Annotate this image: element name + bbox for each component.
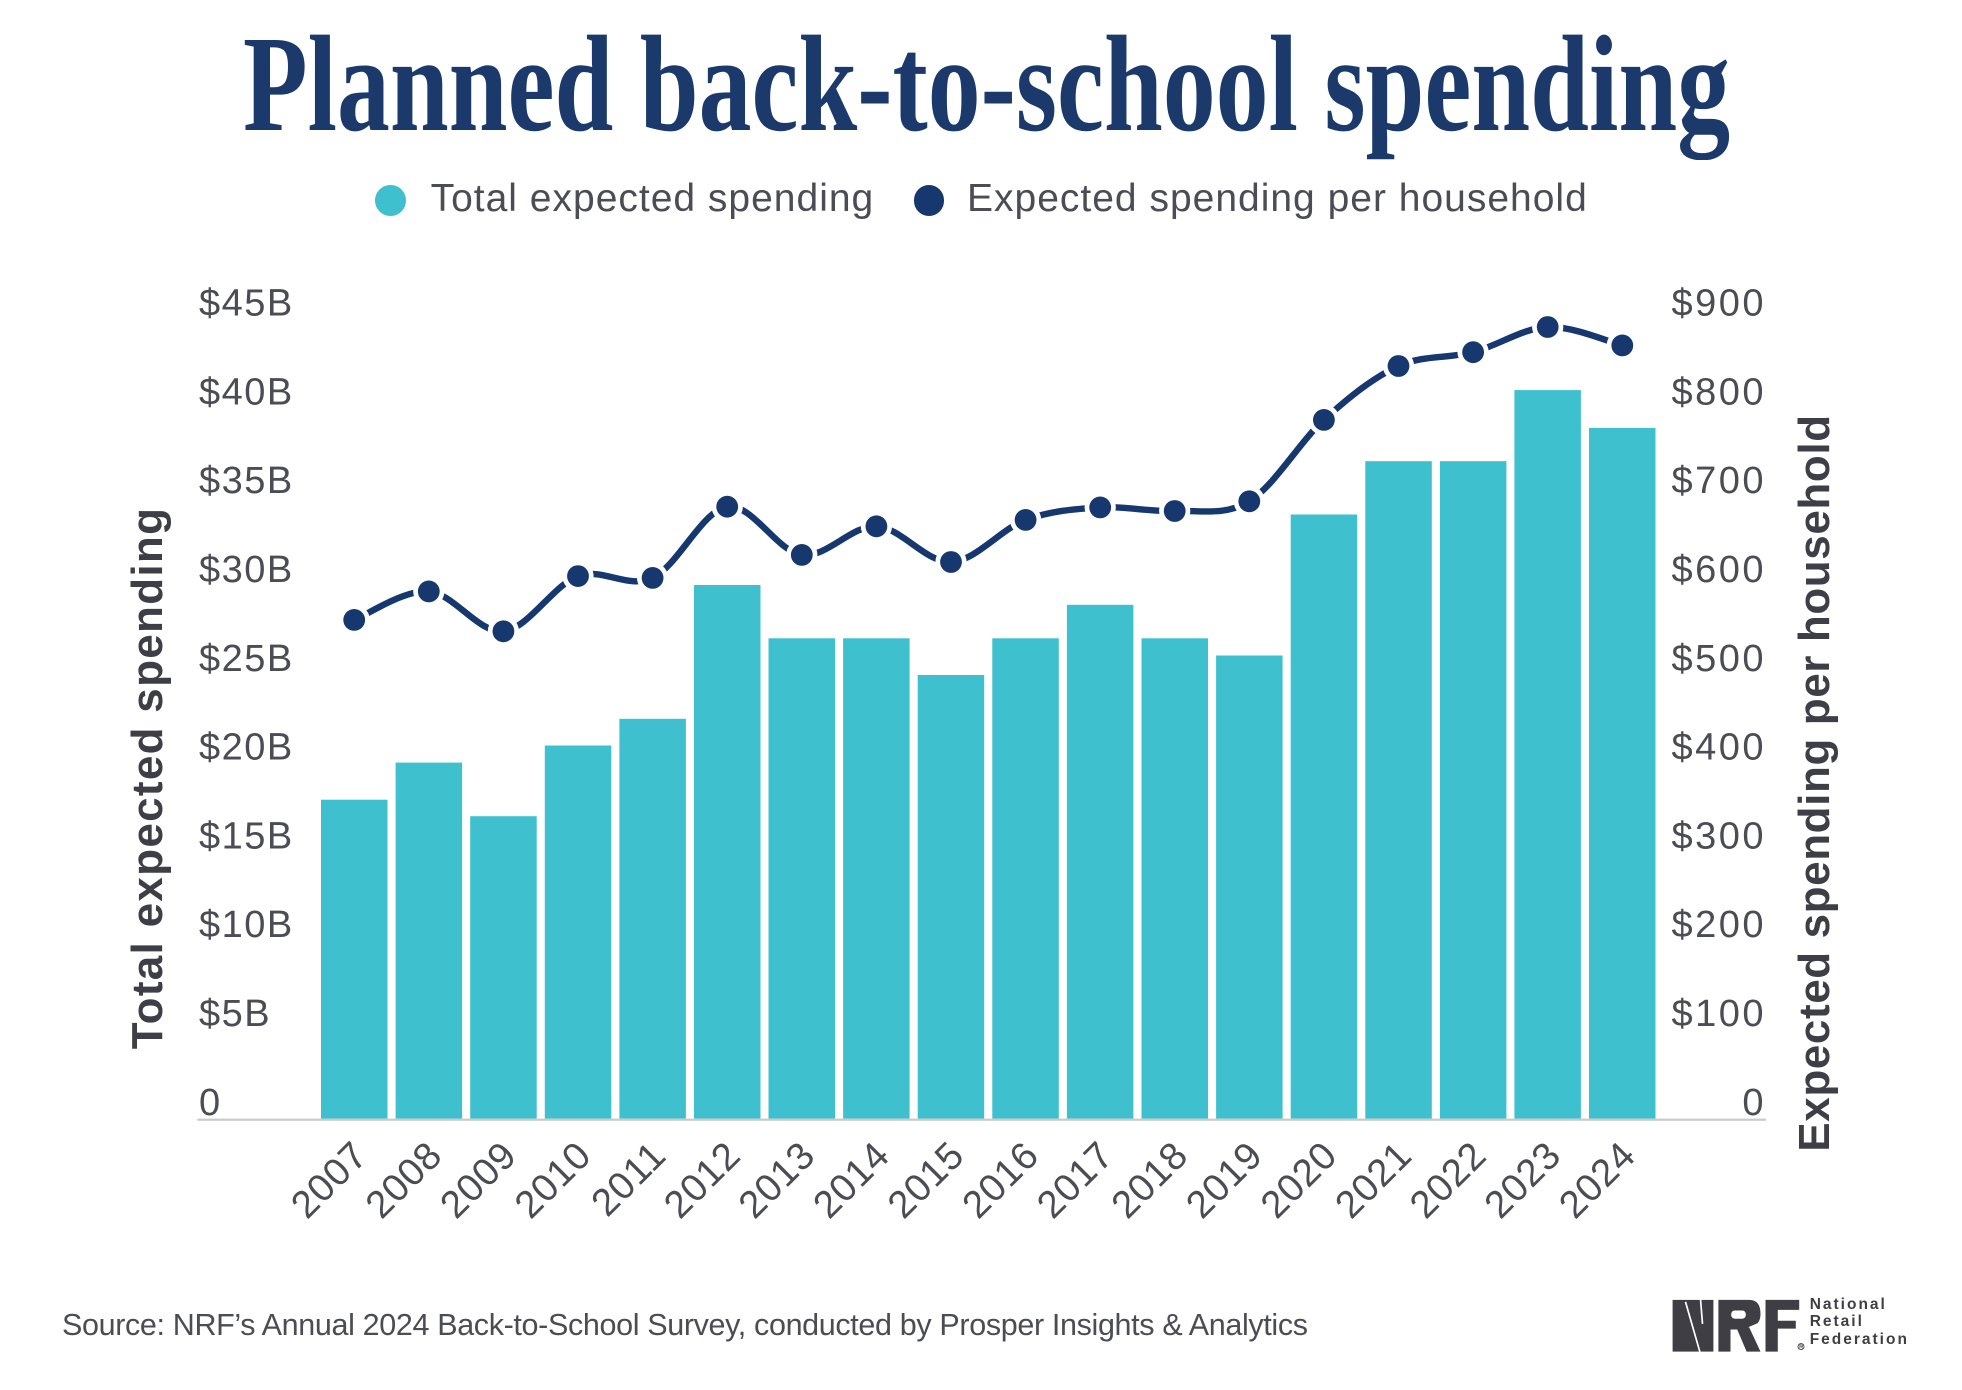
svg-text:2018: 2018	[1103, 1133, 1196, 1226]
svg-text:$30B: $30B	[199, 549, 294, 591]
svg-text:$600: $600	[1671, 549, 1766, 591]
svg-text:$5B: $5B	[199, 993, 271, 1035]
svg-text:2020: 2020	[1253, 1133, 1346, 1226]
svg-text:2014: 2014	[805, 1133, 898, 1226]
svg-text:2016: 2016	[954, 1133, 1047, 1226]
svg-text:$10B: $10B	[199, 904, 294, 946]
svg-text:2008: 2008	[357, 1133, 450, 1226]
svg-text:2007: 2007	[283, 1133, 376, 1226]
svg-text:2010: 2010	[507, 1133, 600, 1226]
svg-text:$45B: $45B	[199, 283, 294, 325]
svg-text:0: 0	[199, 1082, 222, 1124]
svg-text:2021: 2021	[1327, 1133, 1420, 1226]
svg-text:$100: $100	[1671, 993, 1766, 1035]
svg-text:2024: 2024	[1551, 1133, 1644, 1226]
svg-text:2012: 2012	[656, 1133, 749, 1226]
svg-text:$40B: $40B	[199, 371, 294, 413]
svg-text:2017: 2017	[1029, 1133, 1122, 1226]
svg-text:$400: $400	[1671, 727, 1766, 769]
svg-text:$900: $900	[1671, 283, 1766, 325]
svg-text:$35B: $35B	[199, 460, 294, 502]
svg-text:$800: $800	[1671, 371, 1766, 413]
svg-text:2013: 2013	[730, 1133, 823, 1226]
svg-text:$700: $700	[1671, 460, 1766, 502]
svg-text:2011: 2011	[583, 1133, 674, 1224]
svg-text:2019: 2019	[1178, 1133, 1271, 1226]
svg-text:2009: 2009	[432, 1133, 525, 1226]
svg-text:$300: $300	[1671, 815, 1766, 857]
svg-text:$25B: $25B	[199, 638, 294, 680]
svg-text:2023: 2023	[1476, 1133, 1569, 1226]
svg-text:$15B: $15B	[199, 815, 294, 857]
svg-text:$20B: $20B	[199, 727, 294, 769]
svg-text:2022: 2022	[1402, 1133, 1495, 1226]
svg-text:$200: $200	[1671, 904, 1766, 946]
svg-text:$500: $500	[1671, 638, 1766, 680]
svg-text:0: 0	[1742, 1082, 1766, 1124]
svg-text:2015: 2015	[880, 1133, 973, 1226]
